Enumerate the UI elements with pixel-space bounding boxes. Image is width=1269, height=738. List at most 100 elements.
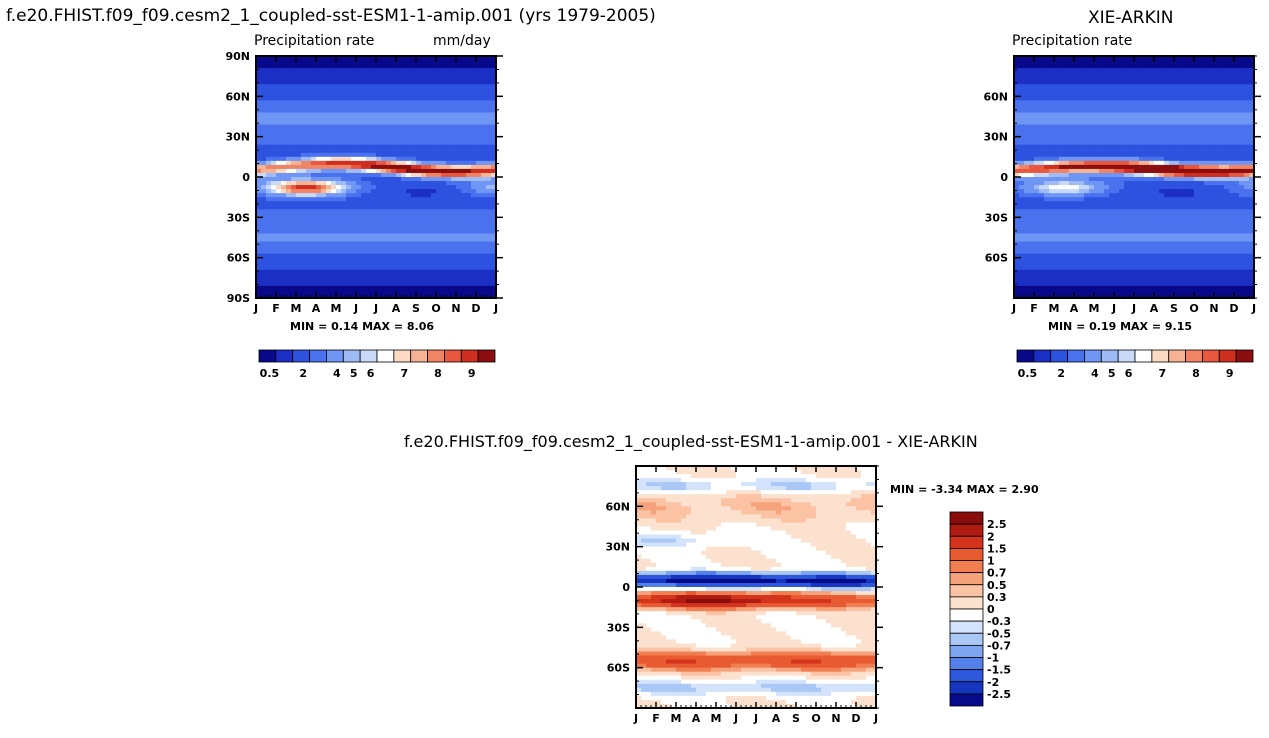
model-cell	[476, 201, 482, 206]
model-cell	[326, 88, 332, 93]
model-cell	[446, 140, 452, 146]
obs-cell	[1089, 68, 1095, 73]
model-cell	[466, 217, 472, 222]
obs-cell	[1039, 116, 1045, 122]
model-cell	[291, 112, 297, 118]
model-cell	[466, 205, 472, 210]
model-cell	[371, 289, 377, 295]
obs-cell	[1209, 156, 1215, 162]
obs-cell	[1244, 136, 1250, 142]
obs-cell	[1214, 221, 1220, 226]
model-cell	[421, 189, 427, 194]
obs-cell	[1059, 156, 1065, 162]
obs-cell	[1084, 205, 1090, 210]
model-cell	[396, 108, 402, 114]
obs-cell	[1089, 197, 1095, 202]
model-cell	[451, 112, 457, 118]
model-cell	[451, 136, 457, 142]
model-cell	[351, 132, 357, 138]
obs-cell	[1129, 156, 1135, 162]
obs-cell	[1249, 64, 1255, 69]
model-cell	[356, 221, 362, 226]
obs-cell	[1249, 92, 1255, 97]
model-cell	[411, 132, 417, 138]
obs-cell	[1249, 104, 1255, 110]
model-cell	[266, 213, 272, 218]
model-cell	[316, 144, 322, 150]
obs-cell	[1089, 164, 1095, 170]
model-cell	[421, 177, 427, 182]
model-cell	[436, 148, 442, 154]
obs-cell	[1094, 177, 1100, 182]
model-cell	[351, 100, 357, 105]
model-cell	[341, 132, 347, 138]
obs-cell	[1104, 193, 1110, 198]
obs-cell	[1094, 96, 1100, 101]
model-cell	[346, 160, 352, 166]
obs-cell	[1084, 56, 1090, 61]
obs-cell	[1169, 160, 1175, 166]
obs-cell	[1069, 76, 1075, 81]
model-cell	[431, 293, 437, 299]
obs-cell	[1234, 116, 1240, 122]
obs-cell	[1079, 72, 1085, 77]
model-cell	[371, 293, 377, 299]
obs-cell	[1129, 229, 1135, 235]
model-cell	[341, 160, 347, 166]
model-cell	[431, 205, 437, 210]
model-cell	[271, 277, 277, 283]
model-cell	[291, 84, 297, 89]
model-cell	[301, 108, 307, 114]
model-cell	[416, 124, 422, 130]
model-cell	[281, 84, 287, 89]
model-cell	[436, 261, 442, 267]
model-cell	[341, 265, 347, 271]
obs-cell	[1214, 76, 1220, 81]
obs-cell	[1049, 120, 1055, 126]
obs-cell	[1109, 181, 1115, 186]
model-cell	[286, 269, 292, 275]
model-cell	[301, 68, 307, 73]
obs-cell	[1024, 112, 1030, 118]
obs-cell	[1244, 168, 1250, 174]
model-cell	[271, 160, 277, 166]
obs-cell	[1049, 217, 1055, 222]
model-cell	[366, 293, 372, 299]
model-cell	[286, 213, 292, 218]
model-cell	[481, 273, 487, 279]
obs-cell	[1134, 205, 1140, 210]
obs-cell	[1179, 136, 1185, 142]
obs-cell	[1109, 225, 1115, 231]
model-cell	[301, 128, 307, 134]
model-cell	[351, 164, 357, 170]
obs-cell	[1039, 209, 1045, 214]
model-cell	[471, 68, 477, 73]
obs-cell	[1049, 108, 1055, 114]
obs-cell	[1154, 72, 1160, 77]
model-cell	[446, 185, 452, 190]
model-cell	[331, 285, 337, 291]
obs-cell	[1079, 189, 1085, 194]
model-cell	[406, 120, 412, 126]
obs-cell	[1154, 152, 1160, 158]
model-cell	[466, 273, 472, 279]
model-cell	[296, 60, 302, 65]
obs-cell	[1149, 181, 1155, 186]
model-cell	[376, 68, 382, 73]
obs-cell	[1214, 120, 1220, 126]
obs-cell	[1159, 96, 1165, 101]
model-cell	[361, 140, 367, 146]
model-cell	[341, 293, 347, 299]
obs-cell	[1049, 205, 1055, 210]
obs-cell	[1054, 148, 1060, 154]
obs-cell	[1054, 68, 1060, 73]
obs-cell	[1199, 104, 1205, 110]
model-cell	[446, 148, 452, 154]
model-cell	[411, 269, 417, 275]
model-cell	[481, 289, 487, 295]
model-cell	[471, 209, 477, 214]
obs-cell	[1149, 136, 1155, 142]
obs-cell	[1109, 189, 1115, 194]
model-cell	[446, 104, 452, 110]
obs-cell	[1169, 124, 1175, 130]
